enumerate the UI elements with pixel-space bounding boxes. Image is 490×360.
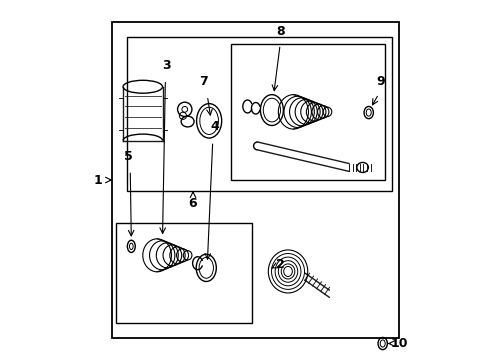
Text: 10: 10 — [391, 337, 408, 350]
Text: 2: 2 — [276, 258, 285, 271]
Text: 4: 4 — [210, 120, 219, 133]
Bar — [231, 44, 385, 180]
Text: 7: 7 — [199, 75, 208, 88]
Text: 1: 1 — [94, 174, 102, 186]
Text: 9: 9 — [376, 75, 385, 88]
Text: 6: 6 — [189, 197, 197, 210]
Bar — [126, 37, 392, 191]
Bar — [116, 223, 252, 323]
Text: 5: 5 — [124, 150, 133, 163]
Bar — [112, 22, 399, 338]
Text: 3: 3 — [162, 59, 171, 72]
Text: 8: 8 — [276, 25, 285, 38]
